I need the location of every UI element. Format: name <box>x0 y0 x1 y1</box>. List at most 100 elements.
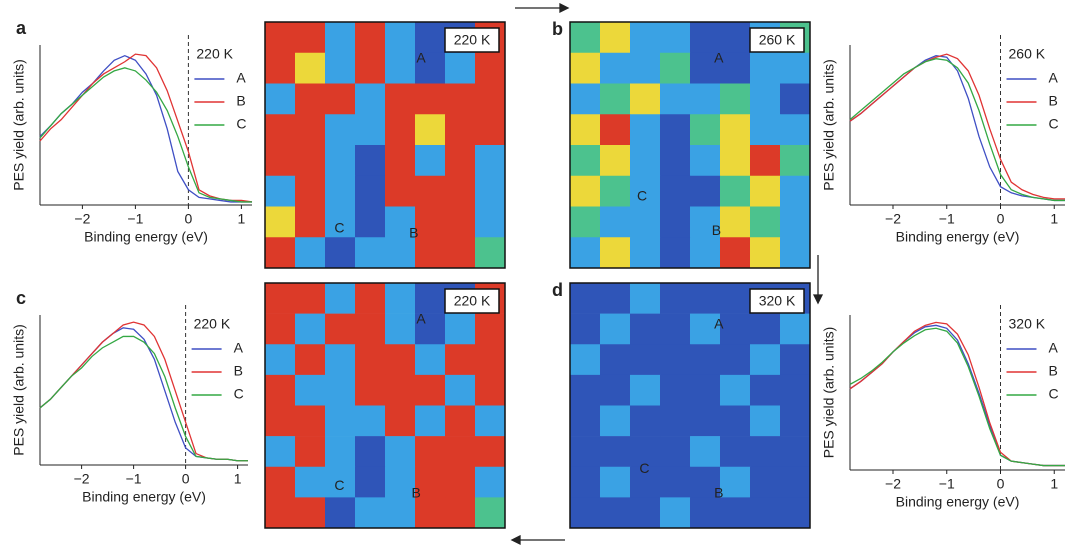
heatmap-cell <box>385 466 416 498</box>
heatmap-cell <box>355 374 386 406</box>
heatmap-cell <box>750 114 781 146</box>
heatmap-cell <box>600 313 631 345</box>
heatmap-cell <box>780 52 811 84</box>
legend-label: C <box>1049 116 1059 132</box>
heatmap-cell <box>570 436 601 468</box>
site-label: B <box>409 224 418 240</box>
temperature-box <box>749 288 805 314</box>
site-label: B <box>412 484 421 500</box>
legend-title: 220 K <box>196 46 233 62</box>
heatmap-cell <box>475 145 506 177</box>
heatmap-cell <box>355 114 386 146</box>
map-border <box>264 21 506 269</box>
heatmap-cell <box>780 497 811 529</box>
x-tick-label: −1 <box>939 476 955 492</box>
heatmap-cell <box>660 466 691 498</box>
heatmap-cell <box>415 145 446 177</box>
heatmap-cell <box>415 436 446 468</box>
legend-label: A <box>1049 70 1059 86</box>
heatmap-cell <box>780 206 811 238</box>
heatmap-cell <box>660 206 691 238</box>
temperature-box <box>749 27 805 53</box>
heatmap-cell <box>265 83 296 115</box>
heatmap-cell <box>720 83 751 115</box>
legend-label: A <box>1049 340 1059 356</box>
heatmap-cell <box>445 175 476 207</box>
heatmap-cell <box>720 52 751 84</box>
heatmap-cell <box>630 405 661 437</box>
heatmap-cell <box>600 114 631 146</box>
heatmap-cell <box>750 466 781 498</box>
heatmap-cell <box>720 313 751 345</box>
heatmap-cell <box>630 83 661 115</box>
heatmap-cell <box>600 52 631 84</box>
heatmap-cell <box>325 497 356 529</box>
temperature-label: 220 K <box>454 293 491 309</box>
heatmap-cell <box>385 283 416 314</box>
heatmap-cell <box>780 83 811 115</box>
temperature-label: 320 K <box>759 293 796 309</box>
site-label: A <box>416 50 426 66</box>
heatmap-cell <box>385 83 416 115</box>
heatmap-cell <box>570 466 601 498</box>
heatmap-cell <box>690 114 721 146</box>
heatmap-cell <box>295 237 326 269</box>
heatmap-cell <box>630 175 661 207</box>
heatmap-cell <box>355 175 386 207</box>
legend-title: 260 K <box>1009 46 1046 62</box>
heatmap-cell <box>720 22 751 54</box>
heatmap-cell <box>295 466 326 498</box>
heatmap-cell <box>355 344 386 376</box>
panel-letter: d <box>552 280 563 300</box>
x-tick-label: 1 <box>1050 211 1058 227</box>
heatmap-cell <box>630 52 661 84</box>
heatmap-cell <box>660 237 691 269</box>
heatmap-cell <box>325 436 356 468</box>
heatmap-cell <box>385 145 416 177</box>
heatmap-cell <box>690 237 721 269</box>
heatmap-cell <box>355 237 386 269</box>
heatmap-cell <box>750 175 781 207</box>
site-label: C <box>334 219 344 235</box>
heatmap-cell <box>660 344 691 376</box>
heatmap-cell <box>385 114 416 146</box>
heatmap-cell <box>600 175 631 207</box>
site-label: B <box>714 484 723 500</box>
heatmap-cell <box>570 206 601 238</box>
heatmap-cell <box>445 344 476 376</box>
heatmap-cell <box>570 405 601 437</box>
heatmap-cell <box>690 313 721 345</box>
heatmap-cell <box>385 405 416 437</box>
heatmap-cell <box>660 436 691 468</box>
heatmap-cell <box>630 283 661 314</box>
x-axis-label: Binding energy (eV) <box>896 229 1020 245</box>
heatmap-cell <box>780 436 811 468</box>
site-label: C <box>334 477 344 493</box>
heatmap-cell <box>660 83 691 115</box>
heatmap-cell <box>325 405 356 437</box>
heatmap-cell <box>570 52 601 84</box>
heatmap-cell <box>570 114 601 146</box>
heatmap-cell <box>720 497 751 529</box>
site-label: C <box>639 460 649 476</box>
heatmap-cell <box>265 145 296 177</box>
heatmap-cell <box>385 206 416 238</box>
x-tick-label: −2 <box>885 211 901 227</box>
heatmap-cell <box>295 313 326 345</box>
heatmap-cell <box>660 313 691 345</box>
heatmap-cell <box>385 374 416 406</box>
heatmap-cell <box>720 283 751 314</box>
y-axis-label: PES yield (arb. units) <box>821 59 837 191</box>
heatmap-cell <box>355 145 386 177</box>
heatmap-cell <box>660 114 691 146</box>
heatmap-cell <box>265 466 296 498</box>
heatmap-cell <box>325 466 356 498</box>
heatmap-cell <box>750 497 781 529</box>
heatmap-cell <box>600 237 631 269</box>
arrow-head <box>559 2 570 14</box>
heatmap-cell <box>295 52 326 84</box>
heatmap-cell <box>750 206 781 238</box>
spectrum-line <box>849 53 1065 200</box>
heatmap-cell <box>475 466 506 498</box>
